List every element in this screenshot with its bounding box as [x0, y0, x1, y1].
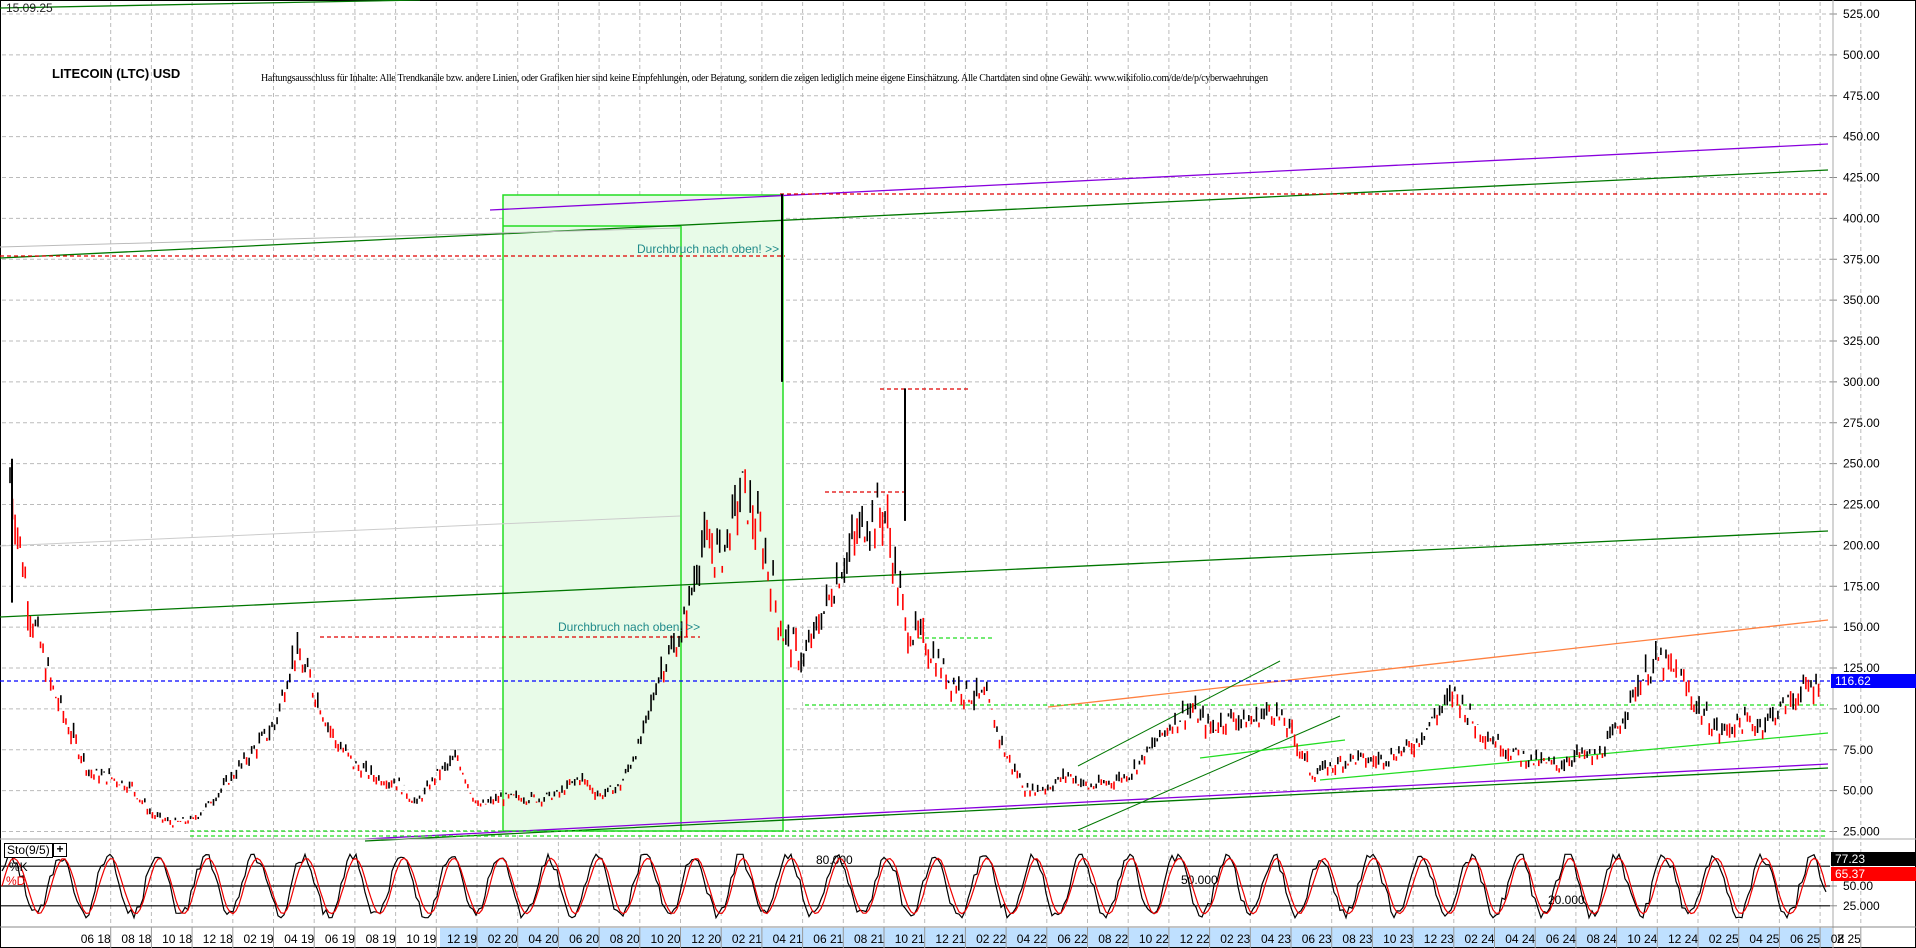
svg-text:225.00: 225.00	[1843, 498, 1880, 512]
svg-text:500.00: 500.00	[1843, 48, 1880, 62]
svg-text:06 18: 06 18	[81, 932, 111, 946]
svg-text:10 20: 10 20	[651, 932, 681, 946]
svg-text:10 24: 10 24	[1627, 932, 1657, 946]
svg-text:02 23: 02 23	[1220, 932, 1250, 946]
svg-text:04 22: 04 22	[1017, 932, 1047, 946]
svg-text:08 20: 08 20	[610, 932, 640, 946]
annotations: Durchbruch nach oben! >> Durchbruch nach …	[558, 242, 779, 634]
svg-text:02 22: 02 22	[976, 932, 1006, 946]
svg-text:375.00: 375.00	[1843, 252, 1880, 266]
svg-text:300.00: 300.00	[1843, 375, 1880, 389]
svg-text:06 25: 06 25	[1790, 932, 1820, 946]
svg-text:06 21: 06 21	[813, 932, 843, 946]
svg-text:Durchbruch nach oben! >>: Durchbruch nach oben! >>	[637, 242, 779, 256]
svg-text:06 19: 06 19	[325, 932, 355, 946]
svg-text:50.00: 50.00	[1843, 879, 1873, 893]
svg-text:450.00: 450.00	[1843, 130, 1880, 144]
svg-text:Z: Z	[1837, 932, 1844, 946]
svg-text:04 20: 04 20	[528, 932, 558, 946]
svg-text:20.000: 20.000	[1548, 893, 1585, 907]
svg-text:125.00: 125.00	[1843, 661, 1880, 675]
svg-text:02 20: 02 20	[488, 932, 518, 946]
svg-text:200.00: 200.00	[1843, 538, 1880, 552]
svg-text:12 22: 12 22	[1180, 932, 1210, 946]
svg-text:04 23: 04 23	[1261, 932, 1291, 946]
svg-text:Durchbruch nach oben! >>: Durchbruch nach oben! >>	[558, 620, 700, 634]
svg-text:08 25: 08 25	[1831, 932, 1861, 946]
svg-text:10 22: 10 22	[1139, 932, 1169, 946]
gridlines	[2, 2, 1862, 925]
svg-text:06 20: 06 20	[569, 932, 599, 946]
svg-text:425.00: 425.00	[1843, 171, 1880, 185]
svg-text:10 23: 10 23	[1383, 932, 1413, 946]
svg-text:25.000: 25.000	[1843, 899, 1880, 913]
chart-title: LITECOIN (LTC) USD	[52, 66, 181, 81]
svg-text:06 23: 06 23	[1302, 932, 1332, 946]
trend-lines	[0, 0, 1830, 842]
svg-text:12 19: 12 19	[447, 932, 477, 946]
k-label: %K	[9, 860, 28, 874]
svg-text:50.00: 50.00	[1843, 784, 1873, 798]
svg-text:04 25: 04 25	[1749, 932, 1779, 946]
svg-text:08 19: 08 19	[366, 932, 396, 946]
highlight-box	[502, 194, 784, 832]
last-price-tag: 116.62	[1831, 674, 1916, 688]
svg-text:475.00: 475.00	[1843, 89, 1880, 103]
svg-text:75.00: 75.00	[1843, 743, 1873, 757]
svg-text:04 21: 04 21	[773, 932, 803, 946]
time-axis: 06 18 08 18 10 18 12 18 02 19 04 19 06 19 08 19…	[0, 926, 1916, 948]
svg-text:02 21: 02 21	[732, 932, 762, 946]
svg-text:325.00: 325.00	[1843, 334, 1880, 348]
svg-text:04 24: 04 24	[1505, 932, 1535, 946]
svg-text:275.00: 275.00	[1843, 416, 1880, 430]
svg-text:08 22: 08 22	[1098, 932, 1128, 946]
svg-text:08 18: 08 18	[121, 932, 151, 946]
svg-text:525.00: 525.00	[1843, 7, 1880, 21]
svg-text:10 18: 10 18	[162, 932, 192, 946]
svg-text:250.00: 250.00	[1843, 457, 1880, 471]
d-label: %D	[6, 874, 26, 888]
svg-text:06 22: 06 22	[1058, 932, 1088, 946]
svg-text:02 19: 02 19	[244, 932, 274, 946]
svg-text:12 20: 12 20	[691, 932, 721, 946]
svg-text:08 21: 08 21	[854, 932, 884, 946]
d-value-tag: 65.37	[1831, 867, 1916, 881]
disclaimer-text: Haftungsausschluss für Inhalte: Alle Tre…	[261, 73, 1268, 84]
svg-text:25.000: 25.000	[1843, 825, 1880, 839]
svg-text:10 19: 10 19	[406, 932, 436, 946]
add-indicator-button[interactable]: +	[53, 843, 67, 857]
svg-text:150.00: 150.00	[1843, 620, 1880, 634]
oscillator-name[interactable]: Sto(9/5)	[4, 843, 53, 858]
svg-text:12 21: 12 21	[935, 932, 965, 946]
svg-text:04 19: 04 19	[284, 932, 314, 946]
k-value-tag: 77.23	[1831, 852, 1916, 866]
svg-text:08 24: 08 24	[1587, 932, 1617, 946]
svg-text:12 24: 12 24	[1668, 932, 1698, 946]
svg-text:12 18: 12 18	[203, 932, 233, 946]
svg-text:400.00: 400.00	[1843, 211, 1880, 225]
svg-text:12 23: 12 23	[1424, 932, 1454, 946]
svg-text:350.00: 350.00	[1843, 293, 1880, 307]
svg-text:08 23: 08 23	[1342, 932, 1372, 946]
svg-text:02 24: 02 24	[1465, 932, 1495, 946]
svg-text:175.00: 175.00	[1843, 579, 1880, 593]
svg-text:02 25: 02 25	[1709, 932, 1739, 946]
chart-date: 15.09.25	[6, 1, 53, 15]
svg-text:100.00: 100.00	[1843, 702, 1880, 716]
svg-text:10 21: 10 21	[895, 932, 925, 946]
svg-text:06 24: 06 24	[1546, 932, 1576, 946]
price-series	[9, 193, 1820, 828]
